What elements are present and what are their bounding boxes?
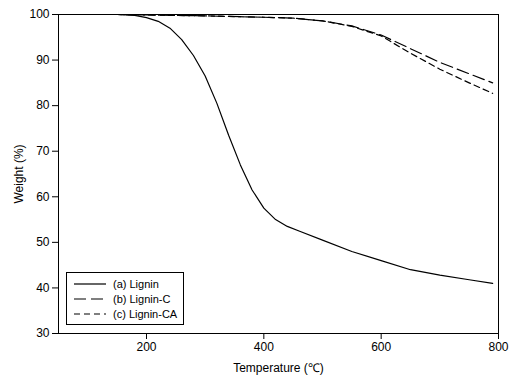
svg-text:100: 100 xyxy=(29,7,49,21)
svg-text:400: 400 xyxy=(254,340,274,354)
svg-text:800: 800 xyxy=(488,340,508,354)
svg-text:60: 60 xyxy=(36,190,50,204)
svg-text:80: 80 xyxy=(36,98,50,112)
html-text:(b) Lignin-C: (b) Lignin-C xyxy=(113,292,171,305)
svg-text:200: 200 xyxy=(136,340,156,354)
svg-text:Temperature (℃): Temperature (℃) xyxy=(233,361,324,375)
svg-text:Weight (%): Weight (%) xyxy=(12,144,26,203)
svg-text:70: 70 xyxy=(36,144,50,158)
svg-text:30: 30 xyxy=(36,326,50,340)
svg-text:600: 600 xyxy=(371,340,391,354)
html-text:(c) Lignin-CA: (c) Lignin-CA xyxy=(113,307,178,320)
html-text:(a) Lignin: (a) Lignin xyxy=(113,277,159,290)
svg-text:40: 40 xyxy=(36,281,50,295)
svg-text:90: 90 xyxy=(36,53,50,67)
svg-text:50: 50 xyxy=(36,235,50,249)
